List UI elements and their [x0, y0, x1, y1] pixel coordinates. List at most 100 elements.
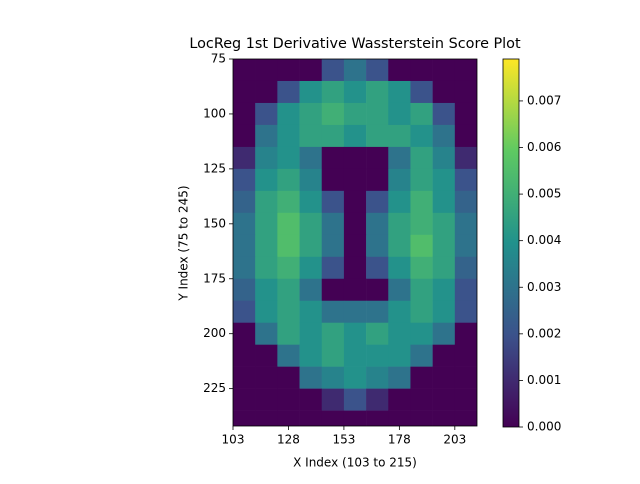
heatmap-cell: [277, 124, 300, 148]
heatmap-cell: [233, 256, 256, 280]
heatmap-cell: [432, 388, 456, 411]
heatmap-cell: [388, 146, 411, 170]
heatmap-cell: [388, 278, 411, 302]
heatmap-cell: [343, 212, 367, 236]
heatmap-cell: [432, 366, 456, 389]
heatmap-cell: [321, 410, 345, 426]
heatmap-cell: [321, 190, 345, 214]
heatmap-cell: [299, 366, 323, 389]
heatmap-cell: [366, 410, 389, 426]
heatmap-cell: [454, 300, 477, 324]
heatmap-cell: [255, 124, 278, 148]
heatmap-cell: [277, 59, 300, 82]
heatmap-cell: [388, 124, 411, 148]
heatmap-cell: [233, 366, 256, 389]
colorbar-tick-label: 0.003: [527, 280, 561, 294]
heatmap-cell: [321, 234, 345, 258]
heatmap-cell: [388, 234, 411, 258]
x-tick-label: 128: [277, 433, 300, 447]
heatmap-cell: [255, 344, 278, 367]
colorbar-tick-label: 0.000: [527, 420, 561, 434]
heatmap-cell: [432, 410, 456, 426]
heatmap-cell: [277, 278, 300, 302]
heatmap-cell: [277, 190, 300, 214]
heatmap-cell: [410, 278, 433, 302]
heatmap-cell: [454, 59, 477, 82]
heatmap-cell: [255, 322, 278, 345]
heatmap-cell: [432, 278, 456, 302]
heatmap-cell: [299, 124, 323, 148]
heatmap-cell: [366, 146, 389, 170]
heatmap-cell: [321, 146, 345, 170]
heatmap-cell: [321, 212, 345, 236]
heatmap-cell: [410, 146, 433, 170]
heatmap-cell: [366, 366, 389, 389]
heatmap-cell: [255, 410, 278, 426]
heatmap-cell: [410, 366, 433, 389]
heatmap-cell: [410, 234, 433, 258]
heatmap-cell: [454, 212, 477, 236]
heatmap-cell: [321, 366, 345, 389]
heatmap-cell: [277, 102, 300, 126]
heatmap-cell: [299, 102, 323, 126]
heatmap-cell: [366, 388, 389, 411]
heatmap-cell: [410, 322, 433, 345]
heatmap-cell: [366, 190, 389, 214]
heatmap-cell: [255, 388, 278, 411]
heatmap-cell: [343, 168, 367, 192]
heatmap-cell: [432, 59, 456, 82]
y-tick-label: 75: [211, 52, 226, 66]
colorbar-tick-label: 0.007: [527, 93, 561, 107]
heatmap-cell: [343, 388, 367, 411]
heatmap-cell: [233, 410, 256, 426]
colorbar-tick-label: 0.002: [527, 326, 561, 340]
heatmap-cell: [410, 168, 433, 192]
heatmap-cell: [255, 234, 278, 258]
heatmap-cell: [410, 102, 433, 126]
y-axis-label: Y Index (75 to 245): [177, 185, 191, 301]
heatmap-cell: [388, 102, 411, 126]
heatmap-cell: [410, 410, 433, 426]
heatmap-cell: [410, 59, 433, 82]
heatmap-cell: [299, 300, 323, 324]
heatmap-cell: [277, 300, 300, 324]
heatmap-cell: [233, 322, 256, 345]
heatmap-cell: [321, 168, 345, 192]
heatmap-cell: [321, 102, 345, 126]
heatmap-cell: [233, 190, 256, 214]
heatmap-cell: [366, 212, 389, 236]
heatmap-cell: [343, 59, 367, 82]
heatmap-cell: [277, 212, 300, 236]
heatmap-cell: [277, 366, 300, 389]
colorbar-tick-label: 0.001: [527, 373, 561, 387]
chart-title: LocReg 1st Derivative Wassterstein Score…: [189, 36, 521, 52]
heatmap-cell: [454, 234, 477, 258]
heatmap-cell: [454, 256, 477, 280]
heatmap-cell: [388, 80, 411, 104]
heatmap-cell: [388, 212, 411, 236]
heatmap-cell: [277, 234, 300, 258]
heatmap-cell: [388, 256, 411, 280]
heatmap-cell: [410, 190, 433, 214]
heatmap-cell: [410, 388, 433, 411]
heatmap-cell: [299, 344, 323, 367]
heatmap-cell: [233, 234, 256, 258]
heatmap-cell: [255, 190, 278, 214]
heatmap-cell: [255, 59, 278, 82]
heatmap-cell: [321, 388, 345, 411]
heatmap-cell: [321, 80, 345, 104]
heatmap-cell: [432, 168, 456, 192]
heatmap-cell: [454, 102, 477, 126]
heatmap-cell: [343, 410, 367, 426]
colorbar: [502, 58, 520, 428]
heatmap-cell: [343, 366, 367, 389]
heatmap-cell: [343, 102, 367, 126]
heatmap-cell: [299, 234, 323, 258]
heatmap-cell: [454, 146, 477, 170]
heatmap-cell: [388, 168, 411, 192]
heatmap-cell: [343, 80, 367, 104]
heatmap-cell: [233, 344, 256, 367]
heatmap-cell: [277, 256, 300, 280]
heatmap-cell: [432, 300, 456, 324]
heatmap-cell: [432, 344, 456, 367]
